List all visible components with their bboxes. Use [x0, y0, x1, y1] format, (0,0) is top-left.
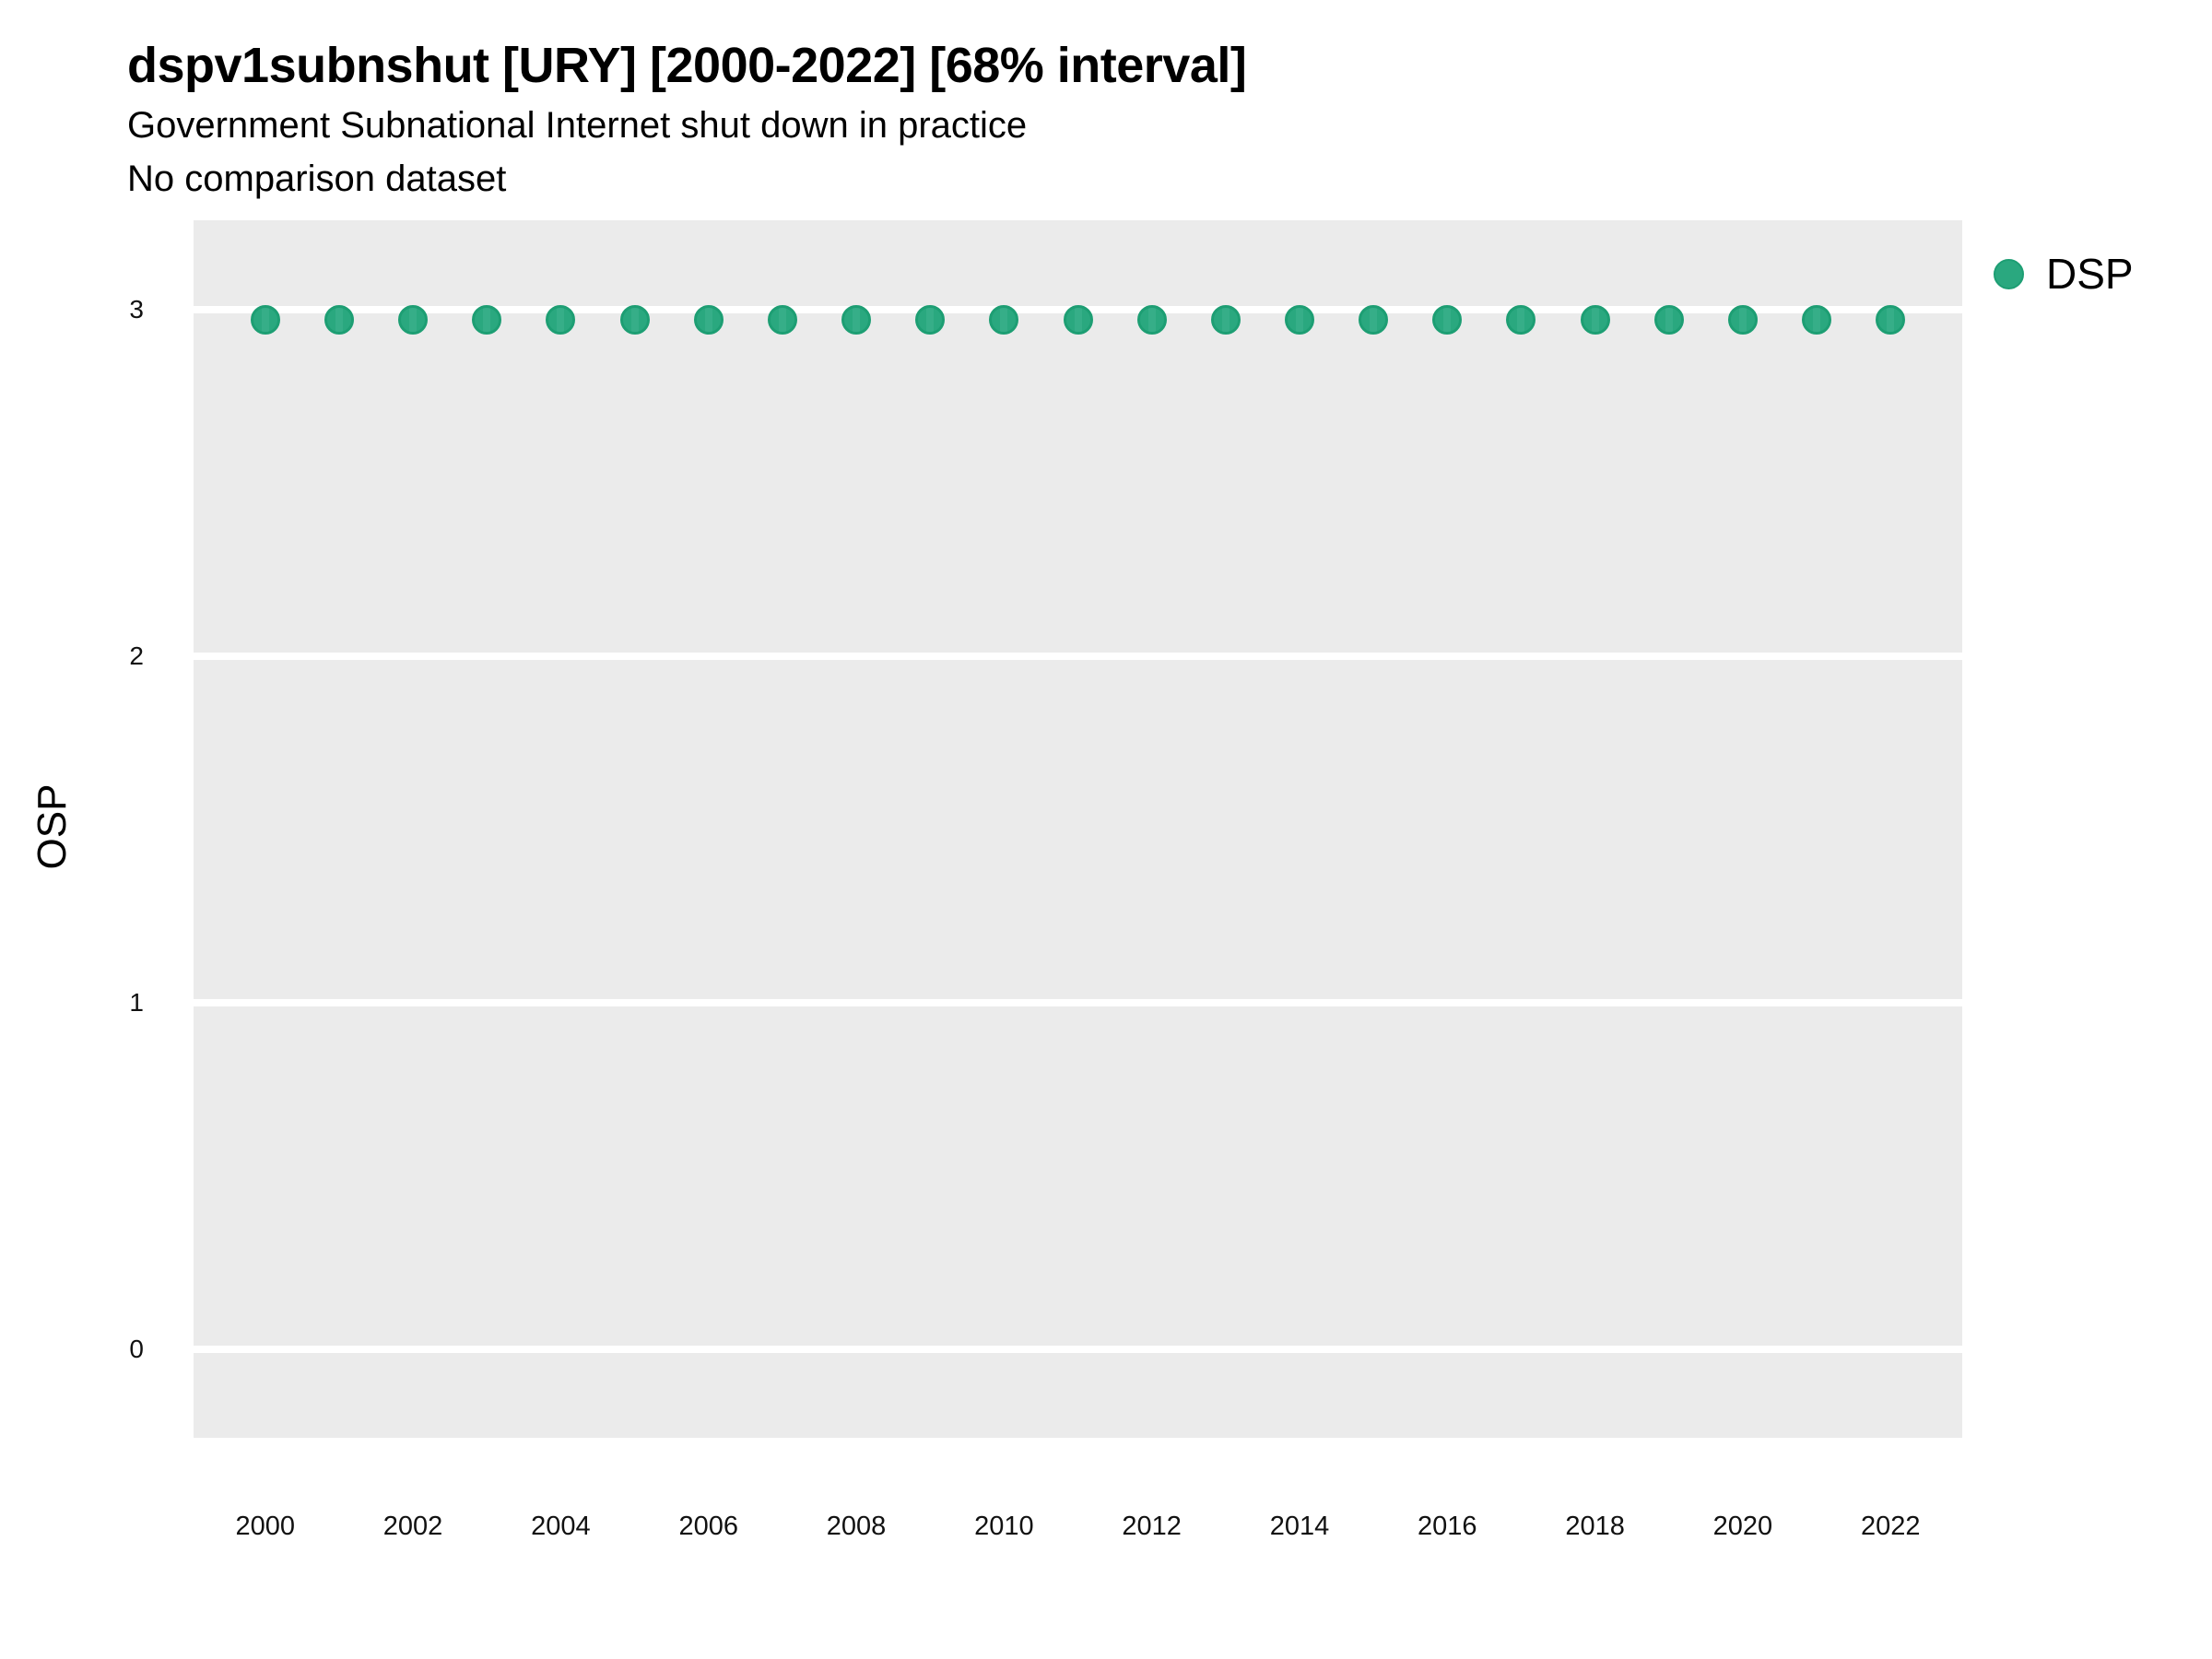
data-point-2003 — [472, 305, 502, 335]
data-point-2019 — [1653, 305, 1684, 335]
gridline-y-0 — [194, 1346, 1962, 1354]
data-point-2000 — [250, 305, 280, 335]
data-point-2010 — [989, 305, 1019, 335]
chart-subtitle: Government Subnational Internet shut dow… — [127, 105, 1028, 146]
data-point-2001 — [324, 305, 354, 335]
data-point-2009 — [915, 305, 946, 335]
y-tick-label-2: 2 — [129, 641, 144, 671]
x-tick-label-2008: 2008 — [826, 1512, 887, 1541]
data-point-2013 — [1210, 305, 1241, 335]
gridline-y-2 — [194, 653, 1962, 661]
data-point-2002 — [398, 305, 429, 335]
chart-title: dspv1subnshut [URY] [2000-2022] [68% int… — [127, 38, 1247, 93]
y-tick-label-3: 3 — [129, 295, 144, 324]
x-tick-label-2000: 2000 — [235, 1512, 295, 1541]
x-tick-label-2004: 2004 — [531, 1512, 591, 1541]
data-point-2007 — [767, 305, 797, 335]
legend-dot-icon — [1994, 258, 2024, 289]
x-tick-label-2016: 2016 — [1418, 1512, 1477, 1541]
data-point-2015 — [1359, 305, 1389, 335]
plot-panel — [194, 220, 1962, 1438]
y-tick-label-1: 1 — [129, 988, 144, 1018]
data-point-2020 — [1727, 305, 1758, 335]
data-point-2022 — [1876, 305, 1906, 335]
x-tick-label-2010: 2010 — [974, 1512, 1034, 1541]
data-point-2021 — [1802, 305, 1832, 335]
x-tick-label-2022: 2022 — [1860, 1512, 1921, 1541]
data-point-2016 — [1432, 305, 1463, 335]
data-point-2011 — [1063, 305, 1093, 335]
x-tick-label-2012: 2012 — [1122, 1512, 1182, 1541]
legend: DSP — [1994, 253, 2134, 295]
gridline-y-1 — [194, 999, 1962, 1007]
data-point-2008 — [841, 305, 872, 335]
data-point-2004 — [546, 305, 576, 335]
data-point-2018 — [1580, 305, 1610, 335]
x-tick-label-2020: 2020 — [1712, 1512, 1773, 1541]
points-layer — [194, 220, 1962, 1438]
data-point-2014 — [1284, 305, 1314, 335]
y-axis-title: OSP — [29, 783, 75, 870]
legend-label: DSP — [2046, 250, 2134, 298]
x-tick-label-2014: 2014 — [1269, 1512, 1330, 1541]
x-tick-label-2006: 2006 — [678, 1512, 738, 1541]
data-point-2017 — [1506, 305, 1536, 335]
x-tick-label-2002: 2002 — [382, 1512, 443, 1541]
data-point-2006 — [693, 305, 724, 335]
data-point-2012 — [1136, 305, 1167, 335]
data-point-2005 — [619, 305, 650, 335]
chart-note: No comparison dataset — [127, 159, 507, 199]
y-tick-label-0: 0 — [129, 1335, 144, 1364]
x-tick-label-2018: 2018 — [1565, 1512, 1625, 1541]
